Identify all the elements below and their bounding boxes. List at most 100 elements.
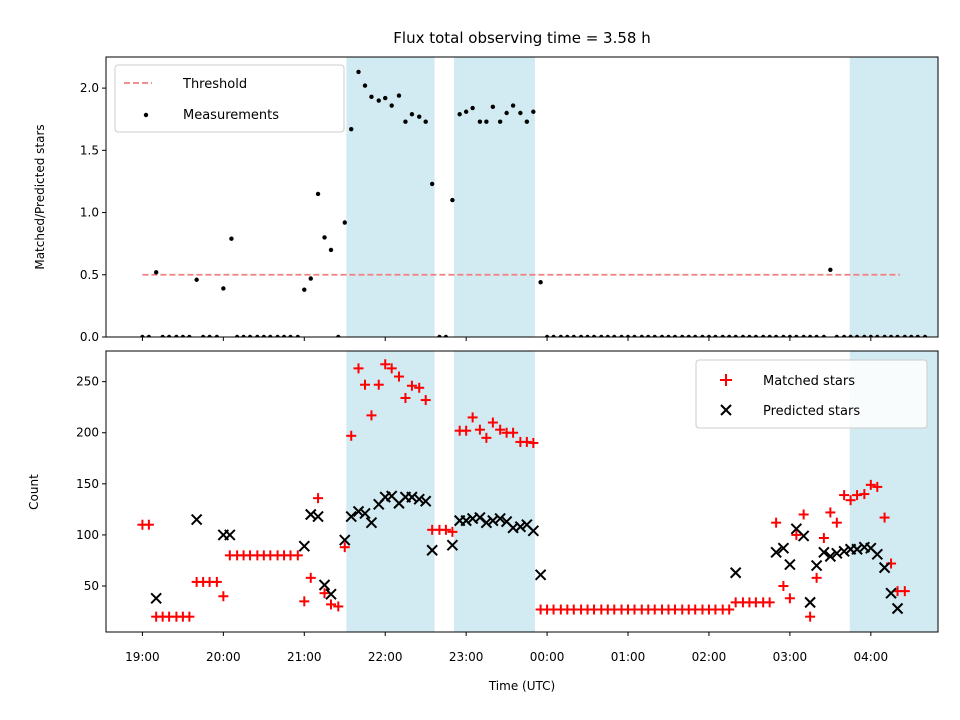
matched-star-point xyxy=(143,519,154,530)
measurement-point xyxy=(692,334,698,337)
measurement-point xyxy=(234,334,240,337)
shaded-interval xyxy=(454,351,535,632)
measurement-point xyxy=(781,334,786,337)
measurement-point xyxy=(639,334,644,337)
predicted-marker-b xyxy=(790,523,803,535)
matched-star-point xyxy=(380,359,391,370)
matched-star-point xyxy=(521,436,532,447)
measurement-point xyxy=(383,95,388,101)
top-y-tick-label: 0.0 xyxy=(80,330,99,344)
predicted-star-point xyxy=(804,596,816,609)
predicted-marker-b xyxy=(345,510,357,523)
predicted-marker-b xyxy=(804,596,816,609)
predicted-marker-b xyxy=(480,516,493,529)
measurement-point xyxy=(524,119,530,124)
measurement-point xyxy=(814,334,819,337)
predicted-marker-b xyxy=(770,546,782,559)
measurement-point xyxy=(194,277,199,282)
shaded-interval xyxy=(849,57,938,337)
predicted-marker-b xyxy=(150,592,162,604)
predicted-star-point xyxy=(885,587,897,599)
matched-star-point xyxy=(353,363,364,374)
matched-star-point xyxy=(859,489,870,500)
shaded-interval xyxy=(346,351,435,632)
matched-star-point xyxy=(798,509,809,520)
predicted-star-point xyxy=(818,546,830,559)
predicted-marker-b xyxy=(527,525,540,537)
top-y-axis-label: Matched/Predicted stars xyxy=(33,124,47,269)
predicted-marker-b xyxy=(818,546,830,559)
measurement-point xyxy=(288,334,293,337)
matched-star-point xyxy=(784,593,795,604)
matched-star-point xyxy=(805,611,816,622)
predicted-star-point xyxy=(312,510,324,523)
predicted-marker-b xyxy=(784,558,796,571)
legend-threshold-label: Threshold xyxy=(182,77,247,92)
x-tick-label: 04:00 xyxy=(854,650,889,664)
predicted-star-point xyxy=(810,559,823,572)
predicted-marker-b xyxy=(521,519,533,531)
measurement-point xyxy=(551,334,556,337)
bottom-y-tick-label: 200 xyxy=(76,426,99,440)
matched-star-point xyxy=(211,576,222,587)
matched-star-point xyxy=(811,572,822,583)
measurement-point xyxy=(646,334,651,337)
bottom-legend-box xyxy=(695,359,928,429)
predicted-marker-b xyxy=(426,544,438,556)
matched-star-point xyxy=(414,382,425,393)
measurement-point xyxy=(214,334,220,337)
measurement-point xyxy=(229,236,234,241)
top-axes-frame xyxy=(105,56,939,338)
measurement-point xyxy=(484,119,489,124)
matched-star-point xyxy=(825,507,836,518)
measurement-point xyxy=(429,181,435,187)
predicted-star-point xyxy=(784,558,796,571)
predicted-star-point xyxy=(871,548,884,561)
matched-star-point xyxy=(899,586,910,597)
predicted-marker-b xyxy=(352,505,365,518)
predicted-star-point xyxy=(359,507,371,520)
predicted-marker-b xyxy=(419,495,432,507)
matched-star-point xyxy=(447,526,458,537)
measurement-point xyxy=(538,280,543,285)
measurement-point xyxy=(834,334,840,337)
measurement-point xyxy=(146,334,152,337)
measurement-point xyxy=(328,247,334,253)
measurement-point xyxy=(841,334,847,337)
measurement-point xyxy=(794,334,799,337)
predicted-star-point xyxy=(851,543,863,555)
matched-star-point xyxy=(818,532,829,543)
predicted-star-point xyxy=(150,592,162,604)
predicted-marker-b xyxy=(831,547,843,560)
measurement-point xyxy=(706,334,712,337)
predicted-star-point xyxy=(413,493,425,505)
measurement-point xyxy=(740,334,746,337)
matched-star-point xyxy=(420,395,431,406)
predicted-marker-b xyxy=(385,490,398,502)
bottom-y-tick-label: 100 xyxy=(76,528,99,542)
measurement-point xyxy=(207,334,212,337)
predicted-marker-b xyxy=(500,515,513,528)
predicted-star-point xyxy=(325,588,337,600)
predicted-star-point xyxy=(534,569,547,581)
measurement-point xyxy=(544,334,550,337)
matched-stars-series xyxy=(137,359,910,622)
matched-star-point xyxy=(333,601,344,612)
predicted-star-point xyxy=(426,544,438,556)
predicted-star-point xyxy=(345,510,357,523)
legend-matched-label: Matched stars xyxy=(763,374,855,389)
measurement-point xyxy=(915,334,920,337)
measurement-point xyxy=(875,334,880,337)
measurement-point xyxy=(787,334,793,337)
measurement-point xyxy=(187,334,192,337)
measurement-point xyxy=(578,334,584,337)
x-tick-label: 01:00 xyxy=(611,650,646,664)
predicted-marker-b xyxy=(851,543,863,555)
matched-star-point xyxy=(386,363,397,374)
predicted-star-point xyxy=(406,491,418,503)
predicted-star-point xyxy=(365,516,378,529)
measurement-point xyxy=(868,334,874,337)
measurement-point xyxy=(423,119,428,124)
predicted-star-point xyxy=(305,508,317,521)
predicted-marker-b xyxy=(365,516,378,529)
